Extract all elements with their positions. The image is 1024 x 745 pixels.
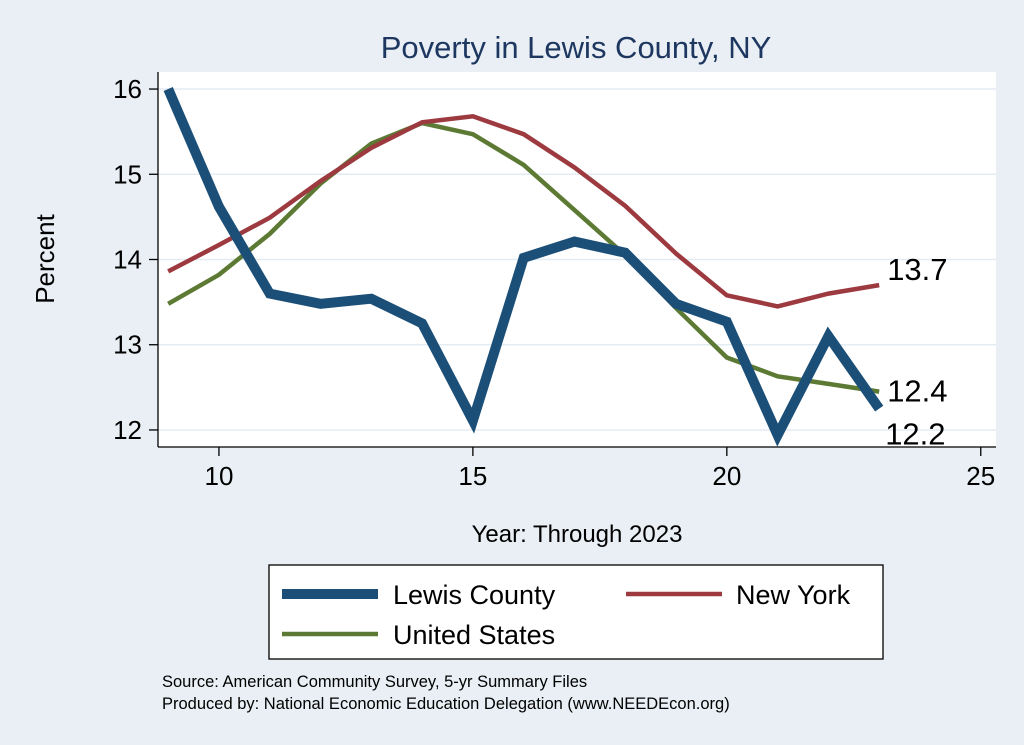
y-tick-label-13: 13 (113, 330, 142, 360)
series-lines (163, 87, 884, 447)
produced-by-note: Produced by: National Economic Education… (162, 695, 730, 713)
legend-label-lewis-county: Lewis County (393, 580, 556, 610)
y-ticks: 12 13 14 15 16 (113, 74, 158, 445)
y-tick-label-14: 14 (113, 245, 142, 275)
end-label-new-york: 13.7 (887, 252, 947, 287)
y-axis-label: Percent (30, 213, 60, 303)
end-label-united-states: 12.4 (887, 374, 947, 409)
series-line-new-york (167, 114, 880, 309)
source-note: Source: American Community Survey, 5-yr … (162, 673, 587, 691)
series-line-united-states (167, 120, 880, 394)
chart-title: Poverty in Lewis County, NY (381, 30, 772, 65)
legend: Lewis County New York United States (268, 564, 884, 660)
series-line-lewis-county (163, 87, 884, 447)
x-tick-label-10: 10 (204, 461, 233, 491)
end-label-lewis-county: 12.2 (885, 417, 945, 452)
legend-label-united-states: United States (393, 620, 555, 650)
x-tick-label-20: 20 (712, 461, 741, 491)
x-axis-label: Year: Through 2023 (472, 521, 683, 548)
x-ticks: 10 15 20 25 (204, 447, 995, 491)
y-tick-label-12: 12 (113, 415, 142, 445)
legend-box (268, 564, 884, 660)
x-tick-label-25: 25 (966, 461, 995, 491)
y-tick-label-15: 15 (113, 159, 142, 189)
end-labels: 12.2 13.7 12.4 (885, 252, 947, 452)
x-tick-label-15: 15 (458, 461, 487, 491)
grid (158, 88, 996, 431)
y-tick-label-16: 16 (113, 74, 142, 104)
legend-label-new-york: New York (736, 580, 851, 610)
